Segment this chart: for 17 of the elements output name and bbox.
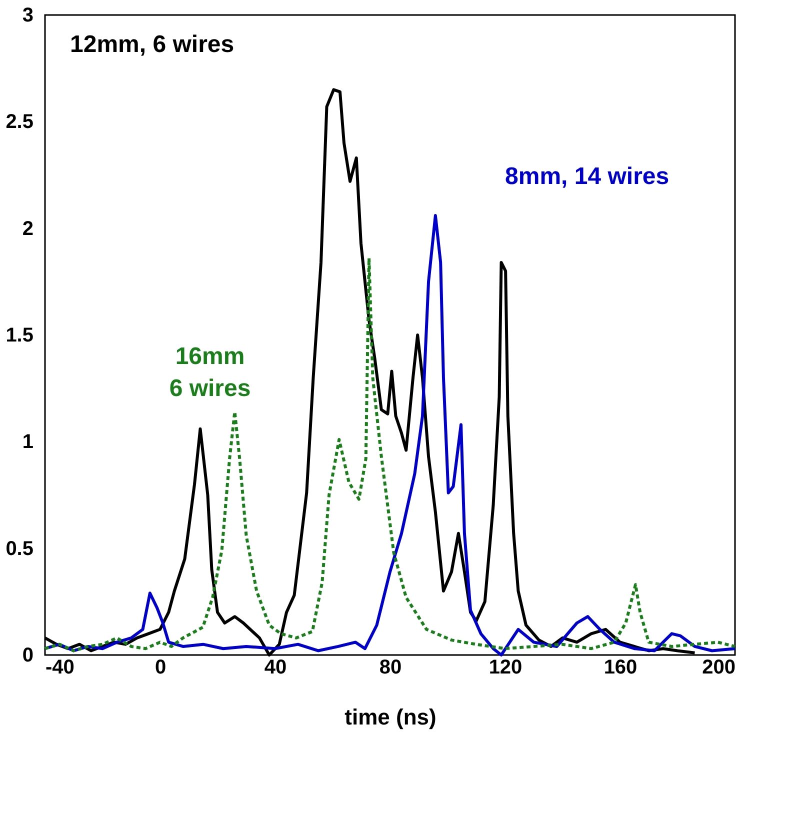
series-label: 16mm 6 wires xyxy=(169,343,251,402)
x-tick-label: 80 xyxy=(379,656,402,678)
x-tick-label: 0 xyxy=(154,656,166,678)
y-tick-label: 2.5 xyxy=(6,111,34,134)
y-tick-label: 1 xyxy=(22,431,34,454)
y-tick-label: 2 xyxy=(22,218,34,240)
y-tick-label: 3 xyxy=(22,4,34,26)
y-tick-label: 1.5 xyxy=(6,324,34,346)
x-tick-label: 40 xyxy=(264,656,287,678)
x-tick-label: 160 xyxy=(604,656,638,678)
text: 8mm, 14 wires xyxy=(505,163,670,190)
y-tick-label: 0.5 xyxy=(6,538,34,560)
x-tick-label: 200 xyxy=(702,656,736,678)
x-axis-title: time (ns) xyxy=(344,704,436,730)
x-tick-label: 120 xyxy=(488,656,522,678)
text: 12mm, 6 wires xyxy=(70,31,234,58)
x-tick-label: -40 xyxy=(46,656,74,678)
